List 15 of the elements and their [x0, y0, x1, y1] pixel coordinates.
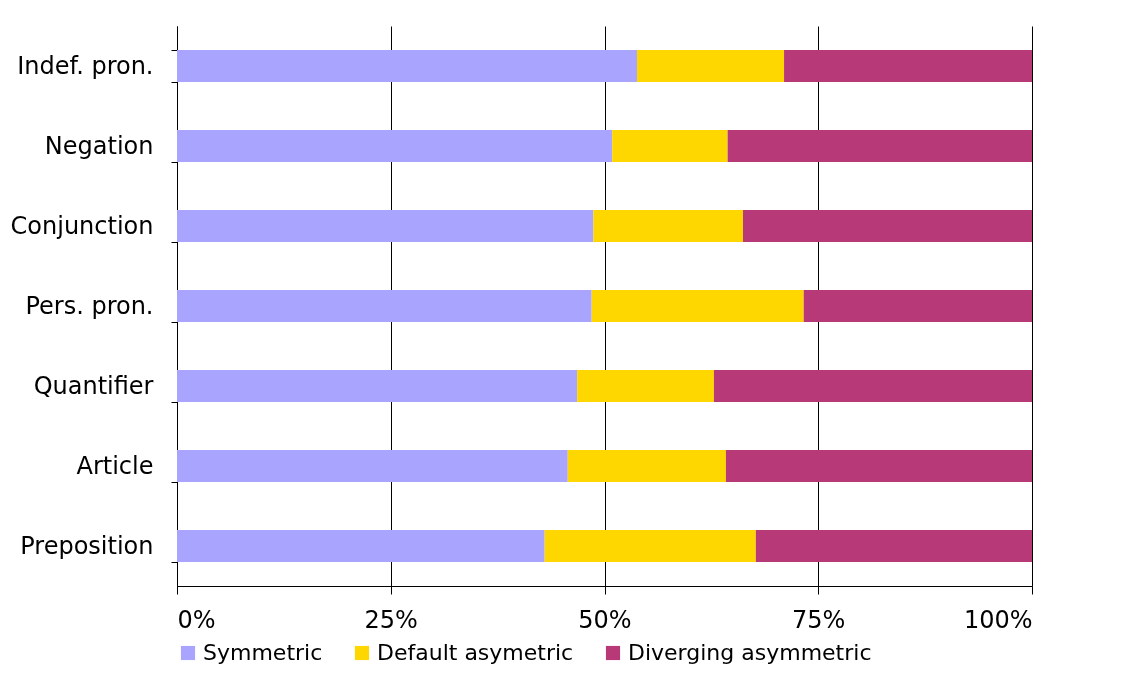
y-tick-label: Quantifier — [33, 371, 154, 400]
x-tick-label: 0% — [177, 605, 216, 634]
x-tick-label: 75% — [792, 605, 846, 634]
y-tick-label: Indef. pron. — [17, 51, 154, 80]
y-tick-label: Preposition — [20, 531, 154, 560]
legend-label: Diverging asymmetric — [628, 640, 872, 665]
x-tick-label: 25% — [364, 605, 418, 634]
x-tick-label: 50% — [578, 605, 632, 634]
y-tick-label: Conjunction — [10, 211, 154, 240]
legend-label: Symmetric — [203, 640, 323, 665]
y-tick-label: Article — [76, 451, 154, 480]
y-tick-label: Negation — [44, 131, 154, 160]
y-tick-label: Pers. pron. — [25, 291, 154, 320]
legend-label: Default asymetric — [377, 640, 574, 665]
x-tick-label: 100% — [963, 605, 1033, 634]
